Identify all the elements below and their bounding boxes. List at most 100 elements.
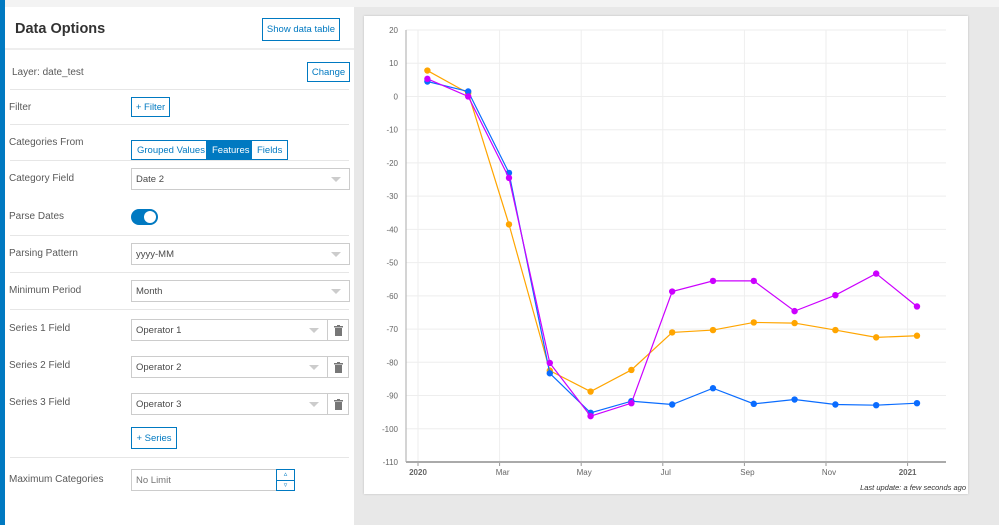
data-point bbox=[424, 67, 431, 74]
add-series-button[interactable]: + Series bbox=[131, 427, 177, 449]
series-field-value: Operator 1 bbox=[136, 325, 182, 336]
data-point bbox=[750, 277, 757, 285]
data-point bbox=[587, 412, 594, 420]
chevron-down-icon bbox=[331, 289, 341, 294]
data-point bbox=[913, 332, 921, 339]
delete-series-button[interactable] bbox=[327, 393, 349, 415]
seg-grouped-values[interactable]: Grouped Values bbox=[131, 140, 211, 160]
seg-features[interactable]: Features bbox=[206, 140, 256, 160]
y-tick-label: -40 bbox=[386, 225, 398, 234]
x-tick-label: May bbox=[577, 468, 592, 477]
divider bbox=[10, 160, 349, 161]
line-chart: 20 10 0 -10 -20 -30 -40 -50 -60 -70 -80 -90 -100 -110… bbox=[382, 26, 946, 477]
category-field-label: Category Field bbox=[9, 173, 75, 184]
series-line-operator-1 bbox=[427, 70, 918, 393]
data-point bbox=[832, 401, 839, 408]
series-field-label: Series 3 Field bbox=[9, 397, 71, 408]
minimum-period-select[interactable]: Month bbox=[131, 280, 350, 302]
x-tick-label: Sep bbox=[740, 468, 755, 477]
data-point bbox=[913, 303, 921, 310]
category-field-value: Date 2 bbox=[136, 174, 164, 185]
y-tick-label: -20 bbox=[386, 159, 398, 168]
data-point bbox=[709, 277, 717, 285]
delete-series-button[interactable] bbox=[327, 356, 349, 378]
parse-dates-toggle[interactable] bbox=[131, 209, 158, 225]
maximum-categories-input[interactable] bbox=[131, 469, 277, 491]
data-point bbox=[872, 334, 880, 341]
minimum-period-label: Minimum Period bbox=[9, 285, 82, 296]
stepper-down-icon[interactable]: ▿ bbox=[277, 480, 294, 491]
data-point bbox=[872, 401, 880, 409]
parsing-pattern-select[interactable]: yyyy-MM bbox=[131, 243, 350, 265]
data-point bbox=[464, 88, 472, 95]
y-tick-label: -110 bbox=[383, 458, 399, 467]
y-tick-label: -50 bbox=[386, 259, 398, 268]
y-tick-label: -100 bbox=[382, 425, 399, 434]
y-tick-label: 10 bbox=[389, 59, 398, 68]
x-tick-label: 2020 bbox=[409, 468, 427, 477]
stepper-up-icon[interactable]: ▵ bbox=[283, 471, 288, 478]
data-point bbox=[668, 329, 676, 336]
series-field-label: Series 1 Field bbox=[9, 323, 71, 334]
y-tick-label: -80 bbox=[386, 358, 398, 367]
data-point bbox=[505, 174, 513, 182]
add-filter-button[interactable]: + Filter bbox=[131, 97, 170, 117]
data-point bbox=[750, 400, 757, 408]
chevron-down-icon bbox=[309, 402, 319, 407]
series-line-operator-2 bbox=[427, 80, 918, 414]
data-point bbox=[791, 307, 798, 315]
x-tick-label: 2021 bbox=[899, 468, 917, 477]
data-point bbox=[546, 359, 553, 367]
y-tick-label: -70 bbox=[386, 325, 398, 334]
data-point bbox=[791, 319, 798, 327]
parsing-pattern-value: yyyy-MM bbox=[136, 249, 174, 260]
data-point bbox=[668, 401, 676, 408]
chevron-down-icon bbox=[309, 328, 319, 333]
data-point bbox=[750, 319, 757, 326]
data-point bbox=[832, 326, 839, 334]
last-update-text: Last update: a few seconds ago bbox=[860, 483, 966, 492]
chevron-down-icon bbox=[331, 177, 341, 182]
series-field-label: Series 2 Field bbox=[9, 360, 71, 371]
series-field-value: Operator 3 bbox=[136, 399, 182, 410]
categories-from-label: Categories From bbox=[9, 137, 84, 148]
top-bar bbox=[0, 0, 999, 7]
x-tick-label: Nov bbox=[822, 468, 836, 477]
delete-series-button[interactable] bbox=[327, 319, 349, 341]
maximum-categories-stepper[interactable]: ▵ ▿ bbox=[276, 469, 295, 491]
series-field-select[interactable]: Operator 1 bbox=[131, 319, 328, 341]
panel-header: Data Options Show data table bbox=[5, 7, 354, 50]
x-tick-label: Mar bbox=[496, 468, 510, 477]
show-data-table-button[interactable]: Show data table bbox=[262, 18, 340, 41]
maximum-categories-label: Maximum Categories bbox=[9, 474, 104, 485]
filter-label: Filter bbox=[9, 102, 32, 113]
chart-card: 20 10 0 -10 -20 -30 -40 -50 -60 -70 -80 -90 -100 -110… bbox=[364, 16, 968, 494]
divider bbox=[10, 457, 349, 458]
category-field-select[interactable]: Date 2 bbox=[131, 168, 350, 190]
y-tick-label: -30 bbox=[386, 192, 398, 201]
series-field-select[interactable]: Operator 2 bbox=[131, 356, 328, 378]
chevron-down-icon bbox=[309, 365, 319, 370]
data-point bbox=[709, 385, 717, 392]
toggle-knob bbox=[144, 211, 156, 223]
data-point bbox=[832, 291, 839, 299]
data-point bbox=[913, 399, 921, 407]
series-field-value: Operator 2 bbox=[136, 362, 182, 373]
change-layer-button[interactable]: Change bbox=[307, 62, 350, 82]
layer-label: Layer: date_test bbox=[12, 67, 84, 78]
panel-title: Data Options bbox=[15, 21, 106, 37]
y-tick-label: 20 bbox=[389, 26, 398, 35]
side-strip bbox=[0, 0, 5, 525]
divider bbox=[10, 124, 349, 125]
y-tick-label: -10 bbox=[386, 126, 398, 135]
divider bbox=[10, 89, 349, 90]
seg-fields[interactable]: Fields bbox=[251, 140, 289, 160]
trash-icon bbox=[333, 361, 343, 373]
series-field-select[interactable]: Operator 3 bbox=[131, 393, 328, 415]
minimum-period-value: Month bbox=[136, 286, 163, 297]
parsing-pattern-label: Parsing Pattern bbox=[9, 248, 78, 259]
data-options-panel: Data Options Show data table Layer: date… bbox=[5, 7, 354, 525]
divider bbox=[10, 235, 349, 236]
data-point bbox=[872, 270, 880, 277]
data-point bbox=[587, 388, 594, 395]
